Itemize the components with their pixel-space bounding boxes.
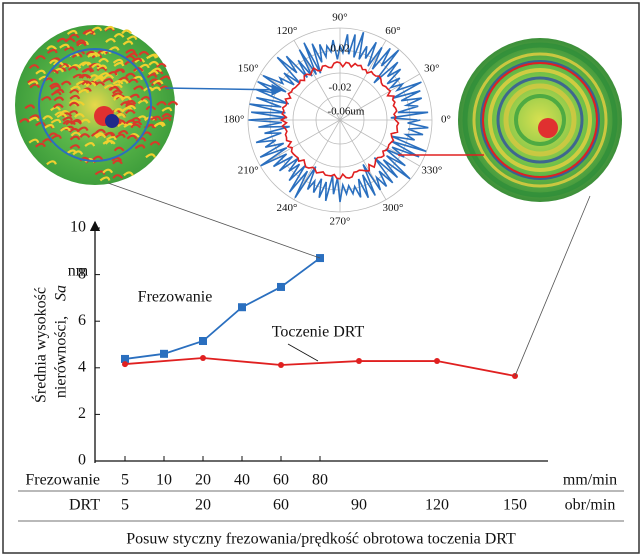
connector bbox=[515, 196, 590, 376]
y-axis-title: Średnia wysokość nierówności, Sa bbox=[31, 285, 70, 403]
x-unit: mm/min bbox=[563, 472, 617, 489]
x-row-name: Frezowanie bbox=[25, 472, 100, 489]
series-line bbox=[125, 358, 515, 376]
angle-label: 240° bbox=[277, 202, 298, 214]
marker bbox=[200, 355, 206, 361]
angle-label: 120° bbox=[277, 25, 298, 37]
polar-plot: 0° 30° 60° 90° 120° 150° 180° 210° 240° 270° 300° 3… bbox=[165, 12, 484, 228]
marker bbox=[122, 361, 128, 367]
x-tick-label: 20 bbox=[195, 497, 211, 514]
radial-label: -0.02 bbox=[329, 82, 352, 94]
x-tick-label: 80 bbox=[312, 472, 328, 489]
x-tick-label: 5 bbox=[121, 472, 129, 489]
label-leader bbox=[288, 344, 318, 361]
x-tick-label: 60 bbox=[273, 497, 289, 514]
cold-spot bbox=[105, 114, 119, 128]
x-tick-label: 150 bbox=[503, 497, 527, 514]
marker bbox=[199, 337, 207, 345]
x-unit: obr/min bbox=[565, 497, 616, 514]
radial-label: -0.06um bbox=[328, 106, 365, 118]
angle-label: 0° bbox=[441, 114, 451, 126]
x-tick-label: 60 bbox=[273, 472, 289, 489]
x-tick-label: 40 bbox=[234, 472, 250, 489]
x-tick-label: 5 bbox=[121, 497, 129, 514]
angle-label: 210° bbox=[238, 165, 259, 177]
series-label: Frezowanie bbox=[138, 289, 213, 306]
angle-label: 30° bbox=[424, 63, 439, 75]
y-title-line: nierówności, bbox=[53, 316, 70, 398]
surface-map-milling bbox=[15, 25, 177, 185]
marker bbox=[434, 358, 440, 364]
marker bbox=[160, 350, 168, 358]
x-axis-title: Posuw styczny frezowania/prędkość obroto… bbox=[126, 531, 516, 548]
angle-label: 60° bbox=[385, 25, 400, 37]
x-tick-label: 90 bbox=[351, 497, 367, 514]
angle-label: 270° bbox=[330, 216, 351, 228]
marker bbox=[277, 283, 285, 291]
angle-label: 180° bbox=[224, 114, 245, 126]
x-tick-label: 120 bbox=[425, 497, 449, 514]
angle-label: 330° bbox=[421, 165, 442, 177]
series-line bbox=[125, 258, 320, 359]
y-tick-label: 2 bbox=[78, 405, 86, 422]
y-tick-label: 8 bbox=[78, 265, 86, 282]
connector bbox=[165, 88, 282, 90]
y-tick-label: 0 bbox=[78, 452, 86, 469]
angle-label: 90° bbox=[332, 12, 347, 24]
y-title-symbol: Sa bbox=[53, 285, 70, 301]
y-tick-label: 10 bbox=[70, 219, 86, 236]
marker bbox=[238, 303, 246, 311]
y-title-line: Średnia wysokość bbox=[31, 287, 50, 403]
surface-map-turning bbox=[458, 38, 622, 202]
radial-label: 0.02 bbox=[330, 43, 349, 55]
x-tick-label: 20 bbox=[195, 472, 211, 489]
connector bbox=[108, 183, 320, 258]
y-tick-label: 6 bbox=[78, 312, 86, 329]
y-tick-label: 4 bbox=[78, 358, 86, 375]
series-label: Toczenie DRT bbox=[272, 324, 365, 341]
angle-label: 150° bbox=[238, 63, 259, 75]
marker bbox=[356, 358, 362, 364]
marker bbox=[278, 362, 284, 368]
x-tick-label: 10 bbox=[156, 472, 172, 489]
hot-spot bbox=[538, 118, 558, 138]
angle-label: 300° bbox=[383, 202, 404, 214]
figure: 0° 30° 60° 90° 120° 150° 180° 210° 240° 270° 300° 3… bbox=[0, 0, 642, 556]
x-row-name: DRT bbox=[69, 497, 100, 514]
